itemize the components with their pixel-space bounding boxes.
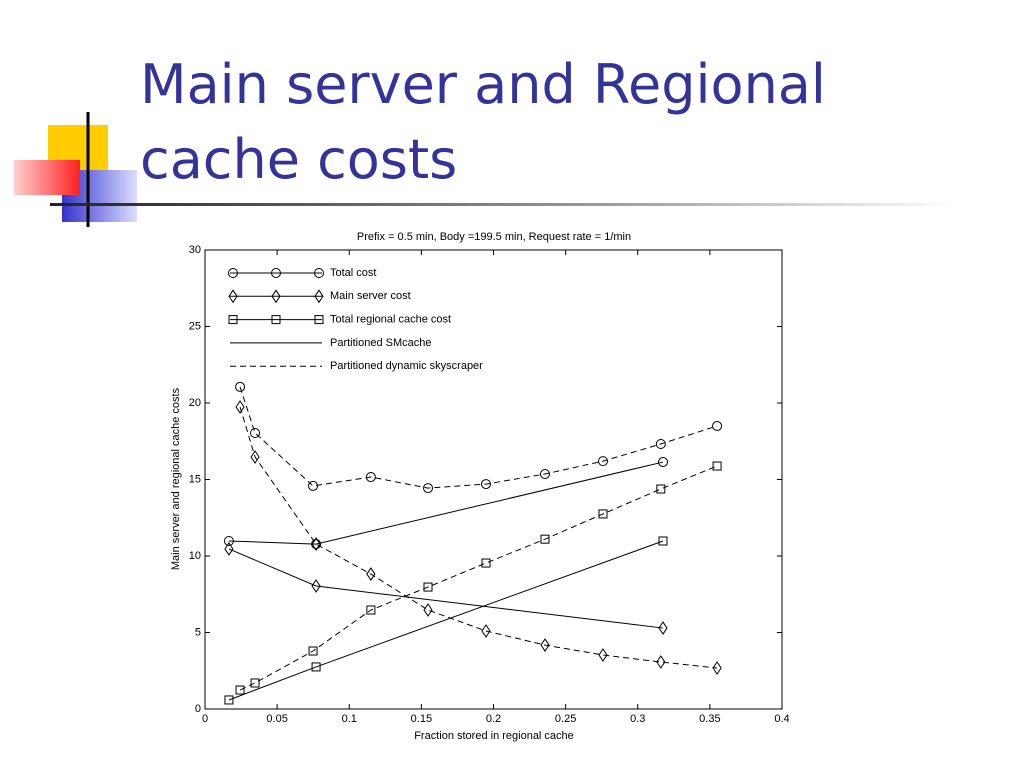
marker — [228, 289, 238, 304]
marker — [656, 484, 666, 494]
marker — [250, 450, 260, 464]
marker — [271, 268, 281, 278]
marker — [224, 542, 234, 556]
marker — [657, 457, 668, 468]
marker — [314, 315, 324, 325]
marker — [365, 472, 376, 483]
y-tick-label: 15 — [189, 473, 201, 485]
deco-red — [14, 160, 80, 195]
chart-title: Prefix = 0.5 min, Body =199.5 min, Reque… — [357, 231, 631, 243]
y-tick-label: 0 — [195, 703, 201, 715]
marker — [311, 537, 321, 551]
x-tick-label: 0.05 — [266, 713, 287, 725]
legend-label: Total cost — [330, 267, 376, 279]
y-tick-label: 5 — [195, 626, 201, 638]
marker — [311, 662, 321, 672]
x-tick-label: 0.1 — [342, 713, 357, 725]
x-tick-label: 0 — [202, 713, 208, 725]
x-axis-label: Fraction stored in regional cache — [414, 730, 574, 742]
marker — [308, 646, 318, 656]
marker — [539, 468, 550, 479]
marker — [712, 661, 722, 675]
marker — [540, 534, 550, 544]
marker — [235, 685, 245, 695]
marker — [481, 558, 491, 568]
marker — [314, 289, 324, 304]
y-tick-label: 10 — [189, 550, 201, 562]
y-tick-label: 20 — [189, 397, 201, 409]
marker — [598, 509, 608, 519]
x-tick-label: 0.35 — [699, 713, 720, 725]
slide-title: Main server and Regional — [140, 53, 826, 116]
series-line — [239, 386, 718, 489]
marker — [314, 268, 324, 278]
marker — [228, 315, 238, 325]
y-tick-label: 25 — [189, 320, 201, 332]
marker — [235, 400, 245, 414]
marker — [423, 483, 434, 494]
marker — [655, 439, 666, 450]
marker — [598, 648, 608, 662]
marker — [423, 603, 433, 617]
legend-label: Total regional cache cost — [330, 314, 451, 326]
marker — [658, 621, 668, 635]
marker — [308, 480, 319, 491]
marker — [480, 479, 491, 490]
marker — [271, 315, 281, 325]
legend-label: Partitioned SMcache — [330, 337, 432, 349]
marker — [481, 624, 491, 638]
marker — [366, 567, 376, 581]
y-axis-label: Main server and regional cache costs — [170, 387, 182, 570]
marker — [712, 420, 723, 431]
x-tick-label: 0.2 — [486, 713, 501, 725]
marker — [235, 381, 246, 392]
marker — [250, 678, 260, 688]
title-rule — [50, 203, 960, 206]
marker — [223, 536, 234, 547]
marker — [423, 582, 433, 592]
x-tick-label: 0.25 — [555, 713, 576, 725]
marker — [228, 268, 238, 278]
marker — [540, 638, 550, 652]
legend-label: Main server cost — [330, 290, 411, 302]
marker — [224, 695, 234, 705]
series-line — [239, 406, 718, 669]
legend-label: Partitioned dynamic skyscraper — [330, 360, 483, 372]
series-line — [228, 461, 664, 545]
x-tick-label: 0.3 — [630, 713, 645, 725]
x-tick-label: 0.15 — [411, 713, 432, 725]
marker — [366, 605, 376, 615]
marker — [271, 289, 281, 304]
slide-title: cache costs — [140, 128, 457, 191]
marker — [658, 536, 668, 546]
series-line — [228, 548, 664, 629]
marker — [597, 456, 608, 467]
x-tick-label: 0.4 — [774, 713, 789, 725]
plot-frame — [204, 249, 783, 710]
y-tick-label: 30 — [189, 244, 201, 256]
marker — [656, 655, 666, 669]
series-line — [239, 465, 718, 691]
series-line — [228, 540, 664, 701]
marker — [311, 579, 321, 593]
marker — [250, 427, 261, 438]
marker — [712, 461, 722, 471]
